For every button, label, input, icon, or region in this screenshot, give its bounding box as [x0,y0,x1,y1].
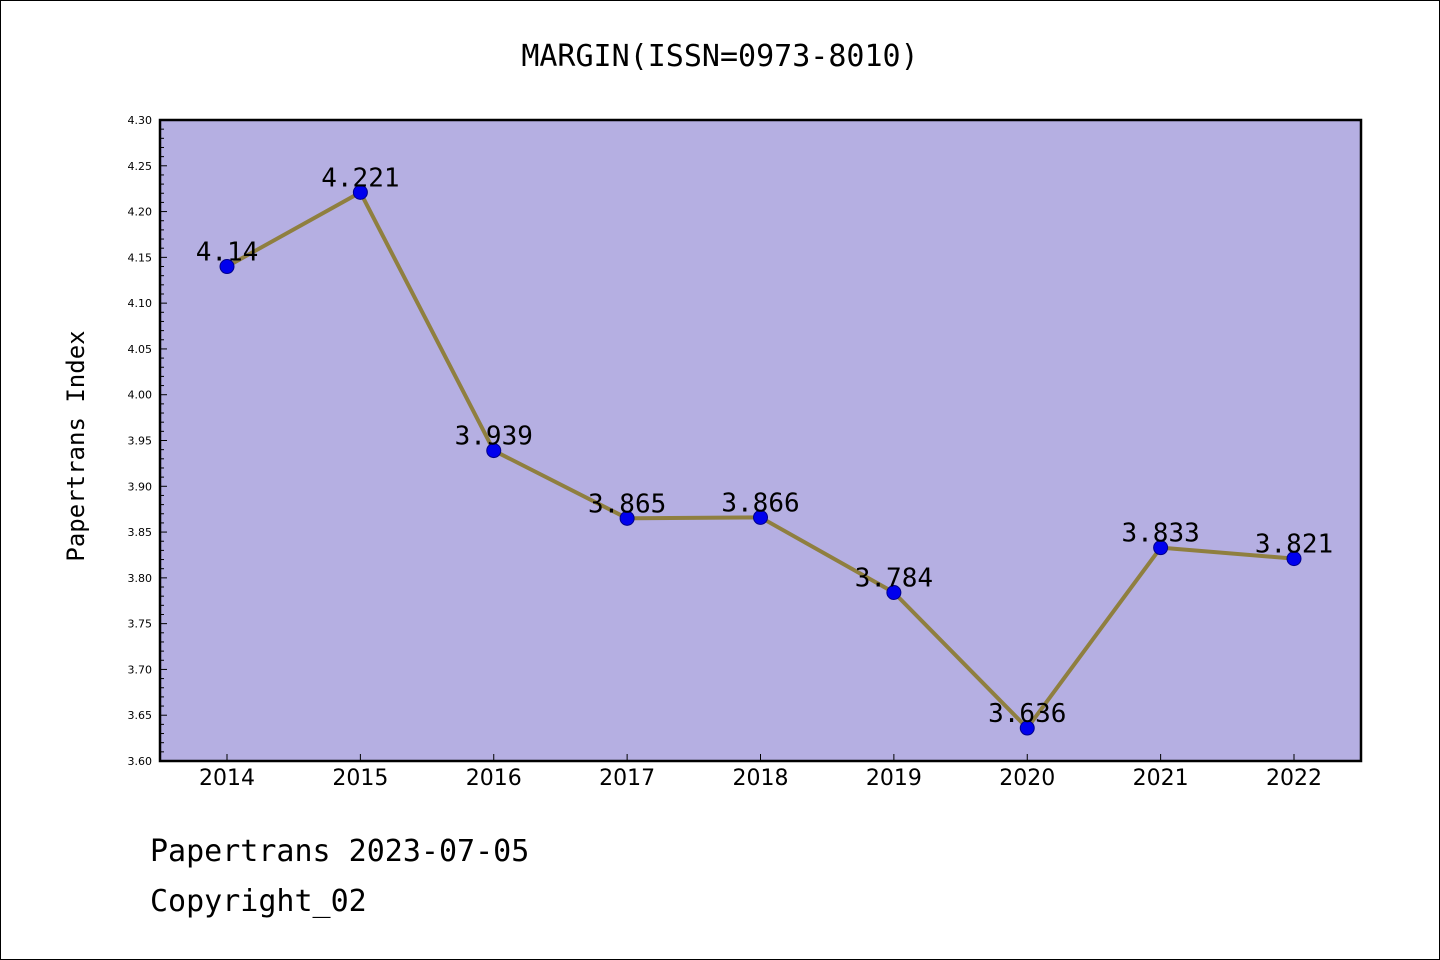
y-tick-label: 3.85 [128,526,153,539]
x-axis-ticks: 2014 2015 2016 2017 2018 2019 2020 2021 2022 [199,754,1322,791]
data-point [753,509,768,525]
data-point [1286,551,1302,567]
data-point [486,443,502,459]
footer-date-text: Papertrans 2023-07-05 [150,834,530,869]
y-tick-label: 4.05 [128,343,153,356]
y-tick-label: 3.90 [128,480,153,493]
x-tick-label: 2019 [866,766,922,791]
data-point [1019,720,1035,736]
x-tick-label: 2016 [466,766,522,791]
data-label: 3.866 [721,488,799,518]
y-tick-label: 3.70 [128,663,153,676]
data-label: 3.833 [1121,519,1199,549]
data-label: 3.784 [855,564,933,594]
x-tick-label: 2022 [1266,766,1322,791]
y-axis-label: Papertrans Index [62,330,90,561]
data-point [352,184,368,200]
y-tick-label: 4.10 [128,297,153,310]
data-labels: 4.14 4.221 3.939 3.865 3.866 3.784 3.636 3.833 3… [196,163,1333,729]
data-label: 3.865 [588,489,666,519]
y-tick-label: 4.30 [128,114,153,127]
y-tick-label: 3.75 [128,618,153,631]
y-tick-label: 4.25 [128,160,153,173]
y-tick-label: 4.20 [128,206,153,219]
plot-area [158,118,1363,763]
chart-title: MARGIN(ISSN=0973-8010) [521,39,918,74]
data-point [219,259,235,275]
data-label: 3.939 [455,422,533,452]
data-label: 4.221 [321,163,399,193]
y-tick-label: 3.65 [128,709,153,722]
data-point [619,510,635,526]
data-label: 4.14 [196,238,259,268]
series-layer [219,184,1302,736]
y-tick-label: 3.95 [128,435,153,448]
data-label: 3.636 [988,699,1066,729]
data-point [1153,540,1169,556]
x-tick-label: 2014 [199,766,255,791]
x-tick-label: 2017 [599,766,655,791]
footer-copyright-text: Copyright_02 [150,884,367,919]
y-tick-label: 4.00 [128,389,153,402]
data-label: 3.821 [1255,530,1333,560]
y-tick-label: 3.60 [128,755,153,768]
y-tick-label: 4.15 [128,251,153,264]
y-axis-ticks: 3.60 3.65 3.70 3.75 3.80 3.85 3.90 3.95 4.00 4.05… [128,114,167,768]
y-tick-label: 3.80 [128,572,153,585]
x-tick-label: 2015 [332,766,388,791]
x-tick-label: 2020 [999,766,1055,791]
data-point [886,585,902,601]
x-tick-label: 2021 [1133,766,1189,791]
x-tick-label: 2018 [733,766,789,791]
